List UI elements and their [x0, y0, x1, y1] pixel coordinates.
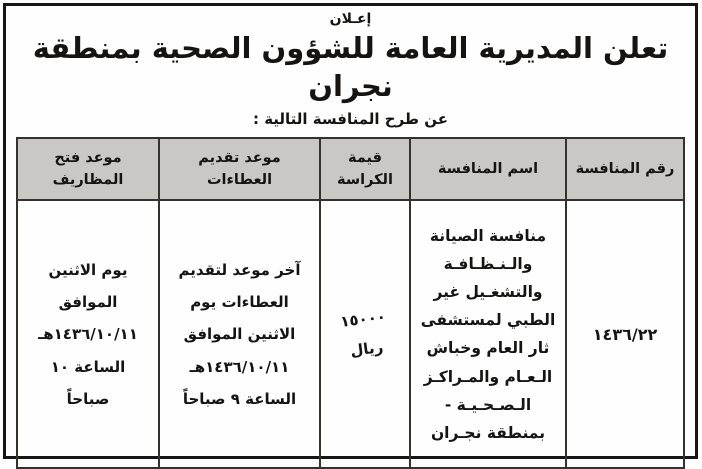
col-header-envelope-opening-date: موعد فتح المظاريف: [16, 137, 160, 202]
announcement-frame: إعـلان تعلن المديرية العامة للشؤون الصحي…: [3, 3, 698, 469]
cell-brochure-value: ١٥٠٠٠ ريال: [319, 199, 411, 469]
col-header-bid-submission-date: موعد تقديم العطاءات: [158, 137, 321, 202]
cell-bid-submission-date: آخر موعد لتقديم العطاءات يوم الاثنين الم…: [158, 199, 321, 469]
cell-tender-number: ١٤٣٦/٢٢: [565, 199, 685, 469]
announcement-kicker: إعـلان: [329, 11, 372, 27]
announcement-subtitle: عن طرح المنافسة التالية :: [252, 110, 449, 129]
col-header-brochure-value: قيمة الكراسة: [319, 137, 411, 202]
cell-envelope-opening-date: يوم الاثنين الموافق ١٤٣٦/١٠/١١هـ الساعة …: [16, 199, 160, 469]
col-header-tender-number: رقم المنافسة: [565, 137, 685, 202]
table-row: ١٤٣٦/٢٢ منافسة الصيانة والـنـظـافـة والت…: [16, 199, 685, 469]
announcement-title: تعلن المديرية العامة للشؤون الصحية بمنطق…: [32, 31, 669, 103]
col-header-tender-name: اسم المنافسة: [409, 137, 567, 202]
brochure-value-text: ١٥٠٠٠ ريال: [339, 307, 387, 361]
tenders-table: رقم المنافسة اسم المنافسة قيمة الكراسة م…: [16, 137, 685, 469]
table-header-row: رقم المنافسة اسم المنافسة قيمة الكراسة م…: [16, 137, 685, 202]
cell-tender-name: منافسة الصيانة والـنـظـافـة والتشغـيل غي…: [409, 199, 567, 469]
